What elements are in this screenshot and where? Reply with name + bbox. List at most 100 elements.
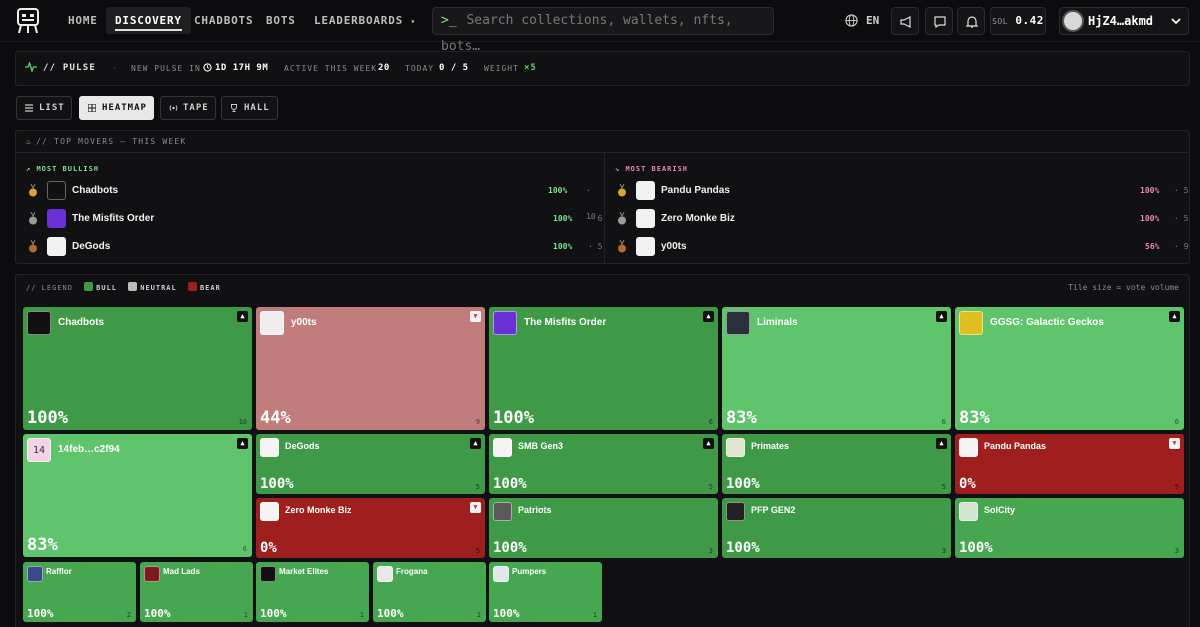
- trophy-icon: [231, 104, 237, 112]
- degods-thumbnail: [47, 237, 66, 256]
- heatmap-tile[interactable]: GGSG: Galactic Geckos ▲ 83% 6: [955, 307, 1184, 430]
- collection-thumbnail: [260, 438, 279, 457]
- tab-list[interactable]: LIST: [16, 96, 72, 120]
- top-movers-header: ♨// TOP MOVERS — THIS WEEK: [16, 131, 1189, 153]
- heatmap-tile[interactable]: The Misfits Order ▲ 100% 6: [489, 307, 718, 430]
- heatmap-tile[interactable]: Liminals ▲ 83% 6: [722, 307, 951, 430]
- chevron-down-icon: ▾: [410, 17, 417, 26]
- heatmap-tile[interactable]: DeGods ▲ 100% 5: [256, 434, 485, 494]
- heatmap-tile[interactable]: Frogana 100% 1: [373, 562, 486, 622]
- collection-thumbnail: [493, 502, 512, 521]
- flame-icon: ♨: [26, 137, 33, 146]
- heatmap-tile[interactable]: Patriots 100% 3: [489, 498, 718, 558]
- mover-name: The Misfits Order: [72, 213, 155, 224]
- account-menu[interactable]: HjZ4…akmd: [1059, 7, 1189, 35]
- tile-vote-count: 5: [475, 483, 480, 491]
- collection-thumbnail: 14: [27, 438, 51, 462]
- search-input[interactable]: >_ Search collections, wallets, nfts, bo…: [432, 7, 774, 54]
- chadbots-thumbnail: [47, 181, 66, 200]
- pulse-icon: [25, 52, 37, 85]
- mover-row[interactable]: y00ts 56% · 9: [605, 234, 1190, 260]
- bear-swatch: [187, 282, 197, 291]
- mover-row[interactable]: Pandu Pandas 100% · 5: [605, 178, 1190, 204]
- sol-balance[interactable]: SOL 0.42: [990, 7, 1046, 35]
- language-label: EN: [866, 14, 880, 27]
- tab-hall[interactable]: HALL: [221, 96, 278, 120]
- heatmap-tile[interactable]: y00ts ▼ 44% 9: [256, 307, 485, 430]
- nav-home[interactable]: HOME: [68, 14, 98, 27]
- today-label: TODAY: [405, 64, 435, 73]
- tile-percent: 83%: [27, 535, 58, 555]
- tab-heatmap[interactable]: HEATMAP: [79, 96, 154, 120]
- heatmap-tile[interactable]: Mad Lads 100% 1: [140, 562, 253, 622]
- mover-row[interactable]: The Misfits Order 100% · 6: [16, 206, 604, 232]
- heatmap-tile[interactable]: 14 14feb…c2f94 ▲ 83% 6: [23, 434, 252, 557]
- heatmap-tile[interactable]: Chadbots ▲ 100% 10: [23, 307, 252, 430]
- mover-count: · 5: [588, 242, 603, 251]
- tile-name: y00ts: [291, 317, 317, 328]
- heatmap-legend: // LEGEND BULL NEUTRAL BEAR: [26, 282, 221, 294]
- announcements-button[interactable]: [891, 7, 919, 35]
- mover-percent: 100%: [553, 242, 573, 251]
- legend-neutral: NEUTRAL: [140, 284, 177, 292]
- notifications-button[interactable]: [957, 7, 985, 35]
- tile-name: Rafflor: [46, 567, 72, 576]
- trend-up-arrow-icon: ▲: [703, 311, 714, 322]
- mover-count: · 9: [1174, 242, 1189, 251]
- heatmap-tile[interactable]: Primates ▲ 100% 5: [722, 434, 951, 494]
- trend-down-arrow-icon: ▼: [470, 502, 481, 513]
- tile-name: Mad Lads: [163, 567, 200, 576]
- heatmap-tile[interactable]: SolCity 100% 3: [955, 498, 1184, 558]
- trend-up-arrow-icon: ▲: [470, 438, 481, 449]
- tile-name: PFP GEN2: [751, 505, 796, 515]
- legend-label: // LEGEND: [26, 284, 73, 292]
- collection-thumbnail: [726, 438, 745, 457]
- tile-vote-count: 2: [126, 611, 131, 619]
- account-name: HjZ4…akmd: [1088, 14, 1154, 28]
- collection-thumbnail: [959, 438, 978, 457]
- tile-vote-count: 1: [592, 611, 597, 619]
- collection-thumbnail: [27, 566, 43, 582]
- tile-name: Liminals: [757, 317, 798, 328]
- mover-percent: 100%: [1140, 214, 1160, 223]
- tab-tape-label: TAPE: [183, 103, 209, 113]
- mover-row[interactable]: Chadbots 100% · 10: [16, 178, 604, 221]
- tile-percent: 100%: [959, 540, 993, 556]
- tile-vote-count: 5: [941, 483, 946, 491]
- heatmap-tile[interactable]: PFP GEN2 100% 3: [722, 498, 951, 558]
- language-selector[interactable]: EN: [845, 7, 879, 35]
- mover-row[interactable]: Zero Monke Biz 100% · 5: [605, 206, 1190, 232]
- tile-name: DeGods: [285, 441, 320, 451]
- tab-tape[interactable]: TAPE: [160, 96, 216, 120]
- tile-name: Pandu Pandas: [984, 441, 1047, 451]
- collection-thumbnail: [144, 566, 160, 582]
- terminal-prompt-icon: >_: [441, 13, 457, 28]
- nav-chadbots[interactable]: CHADBOTS: [194, 14, 254, 27]
- nav-leaderboards[interactable]: LEADERBOARDS ▾: [305, 7, 425, 34]
- heatmap-tile[interactable]: Pandu Pandas ▼ 0% 5: [955, 434, 1184, 494]
- heatmap-tile[interactable]: Pumpers 100% 1: [489, 562, 602, 622]
- y00ts-thumbnail: [636, 237, 655, 256]
- top-nav: HOME DISCOVERY CHADBOTS BOTS LEADERBOARD…: [0, 0, 1200, 54]
- mover-row[interactable]: DeGods 100% · 5: [16, 234, 604, 260]
- trend-up-icon: ↗: [26, 165, 32, 173]
- nav-discovery[interactable]: DISCOVERY: [106, 7, 191, 34]
- trend-down-icon: ↘: [615, 165, 621, 173]
- trend-up-arrow-icon: ▲: [703, 438, 714, 449]
- heatmap-tile[interactable]: Market Elites 100% 1: [256, 562, 369, 622]
- nav-bots[interactable]: BOTS: [266, 14, 296, 27]
- chadbots-logo-icon[interactable]: [16, 8, 40, 34]
- tile-percent: 100%: [493, 476, 527, 492]
- tile-vote-count: 3: [941, 547, 946, 555]
- tab-list-label: LIST: [39, 103, 65, 113]
- heatmap-tile[interactable]: Zero Monke Biz ▼ 0% 5: [256, 498, 485, 558]
- tile-name: GGSG: Galactic Geckos: [990, 317, 1104, 328]
- bullish-column: ↗ MOST BULLISH Chadbots 100% · 10 The Mi…: [16, 153, 604, 264]
- clock-icon: [203, 52, 212, 85]
- messages-button[interactable]: [925, 7, 953, 35]
- nav-leaderboards-label: LEADERBOARDS: [314, 14, 404, 27]
- tab-heatmap-label: HEATMAP: [102, 103, 147, 113]
- gold-medal-icon: [29, 184, 37, 197]
- heatmap-tile[interactable]: Rafflor 100% 2: [23, 562, 136, 622]
- heatmap-tile[interactable]: SMB Gen3 ▲ 100% 5: [489, 434, 718, 494]
